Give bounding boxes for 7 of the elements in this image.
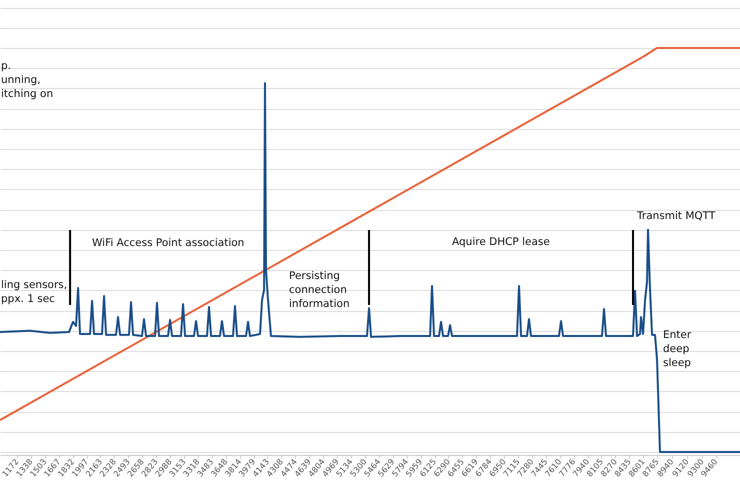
annotation: Persisting connection information: [289, 270, 350, 310]
annotation: Transmit MQTT: [636, 210, 716, 222]
annotation: ling sensors, ppx. 1 sec: [1, 279, 68, 305]
annotation: Enter deep sleep: [663, 329, 692, 369]
annotation: Aquire DHCP lease: [452, 236, 550, 248]
annotation: p. unning, itching on: [1, 60, 54, 100]
annotation: WiFi Access Point association: [92, 237, 244, 249]
